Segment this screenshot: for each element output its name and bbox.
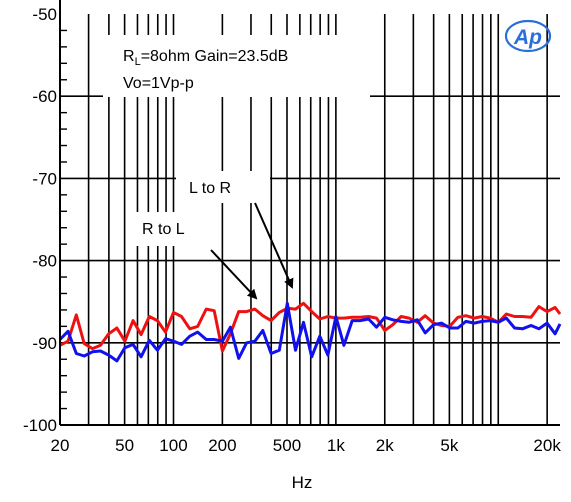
label-r-to-l-group: R to L: [128, 212, 220, 246]
y-tick-label: -60: [32, 87, 57, 106]
ap-logo-text: Ap: [513, 26, 542, 49]
x-tick-label: 20: [51, 436, 70, 455]
x-tick-label: 2k: [376, 436, 394, 455]
x-tick-label: 50: [115, 436, 134, 455]
y-tick-label: -100: [23, 416, 57, 435]
label-l-to-r-group: L to R: [176, 171, 270, 203]
conditions-line-1-rest: =8ohm Gain=23.5dB: [141, 48, 289, 65]
y-tick-label: -50: [32, 5, 57, 24]
ap-logo: Ap: [504, 19, 552, 53]
arrow-r-to-l: [210, 249, 258, 300]
label-r-to-l: R to L: [142, 221, 185, 238]
y-tick-label: -80: [32, 252, 57, 271]
label-l-to-r-background: [176, 171, 270, 203]
conditions-box-background: [103, 35, 370, 97]
rl-symbol: R: [123, 48, 135, 65]
series-layer: [58, 301, 562, 363]
conditions-line-1: RL=8ohm Gain=23.5dB: [123, 48, 288, 68]
arrow-l-to-r: [254, 202, 294, 289]
conditions-box: RL=8ohm Gain=23.5dB Vo=1Vp-p: [103, 35, 370, 97]
x-tick-label: 100: [159, 436, 187, 455]
series-line-l-to-r: [58, 301, 562, 363]
x-tick-label: 200: [208, 436, 236, 455]
rl-subscript: L: [135, 56, 141, 68]
x-tick-label: 5k: [440, 436, 458, 455]
label-r-to-l-background: [128, 212, 220, 246]
y-tick-label: -90: [32, 334, 57, 353]
y-tick-label: -70: [32, 169, 57, 188]
plot-frame: [59, 0, 560, 426]
x-tick-label: 1k: [327, 436, 345, 455]
x-tick-label: 20k: [533, 436, 561, 455]
x-axis-ticks: 20 50 100 200 500 1k 2k 5k 20k: [51, 436, 562, 455]
series-line-r-to-l: [59, 301, 562, 353]
x-axis-title: Hz: [292, 473, 313, 492]
conditions-line-2: Vo=1Vp-p: [123, 75, 194, 92]
y-axis-ticks: -50 -60 -70 -80 -90 -100: [23, 5, 57, 435]
ap-logo-ring: [504, 19, 552, 53]
label-l-to-r: L to R: [189, 180, 231, 197]
x-tick-label: 500: [273, 436, 301, 455]
